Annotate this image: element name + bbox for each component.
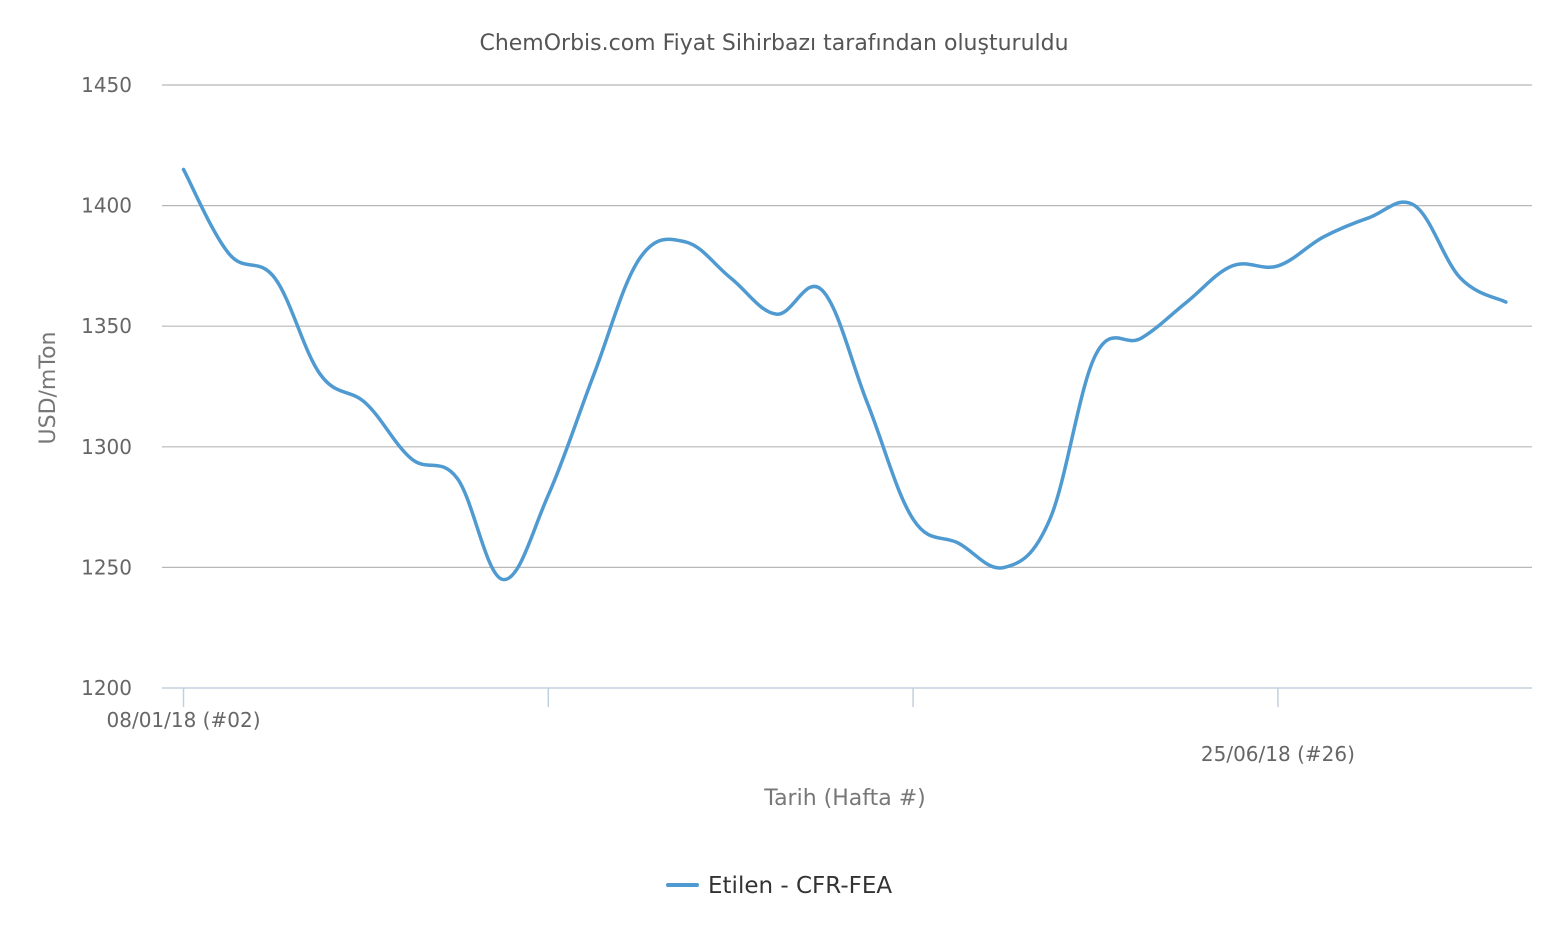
y-tick-label: 1400: [81, 194, 132, 218]
legend[interactable]: Etilen - CFR-FEA: [666, 873, 892, 899]
series-line-etilen-cfr-fea[interactable]: [181, 167, 1508, 582]
legend-label: Etilen - CFR-FEA: [708, 873, 892, 899]
y-axis-ticks: 1200 1250 1300 1350 1400 1450: [81, 73, 132, 700]
y-tick-label: 1200: [81, 676, 132, 700]
x-tick-label: 08/01/18 (#02): [107, 708, 261, 732]
y-tick-label: 1450: [81, 73, 132, 97]
chart-title: ChemOrbis.com Fiyat Sihirbazı tarafından…: [479, 31, 1068, 56]
series-layer: [181, 167, 1508, 582]
x-axis-title: Tarih (Hafta #): [763, 786, 925, 811]
y-axis-title: USD/mTon: [36, 332, 61, 445]
y-tick-label: 1250: [81, 555, 132, 579]
x-axis: 08/01/18 (#02) 25/06/18 (#26): [107, 688, 1355, 766]
grid-lines: [162, 84, 1532, 689]
y-tick-label: 1350: [81, 314, 132, 338]
x-tick-label: 25/06/18 (#26): [1201, 742, 1355, 766]
y-tick-label: 1300: [81, 435, 132, 459]
